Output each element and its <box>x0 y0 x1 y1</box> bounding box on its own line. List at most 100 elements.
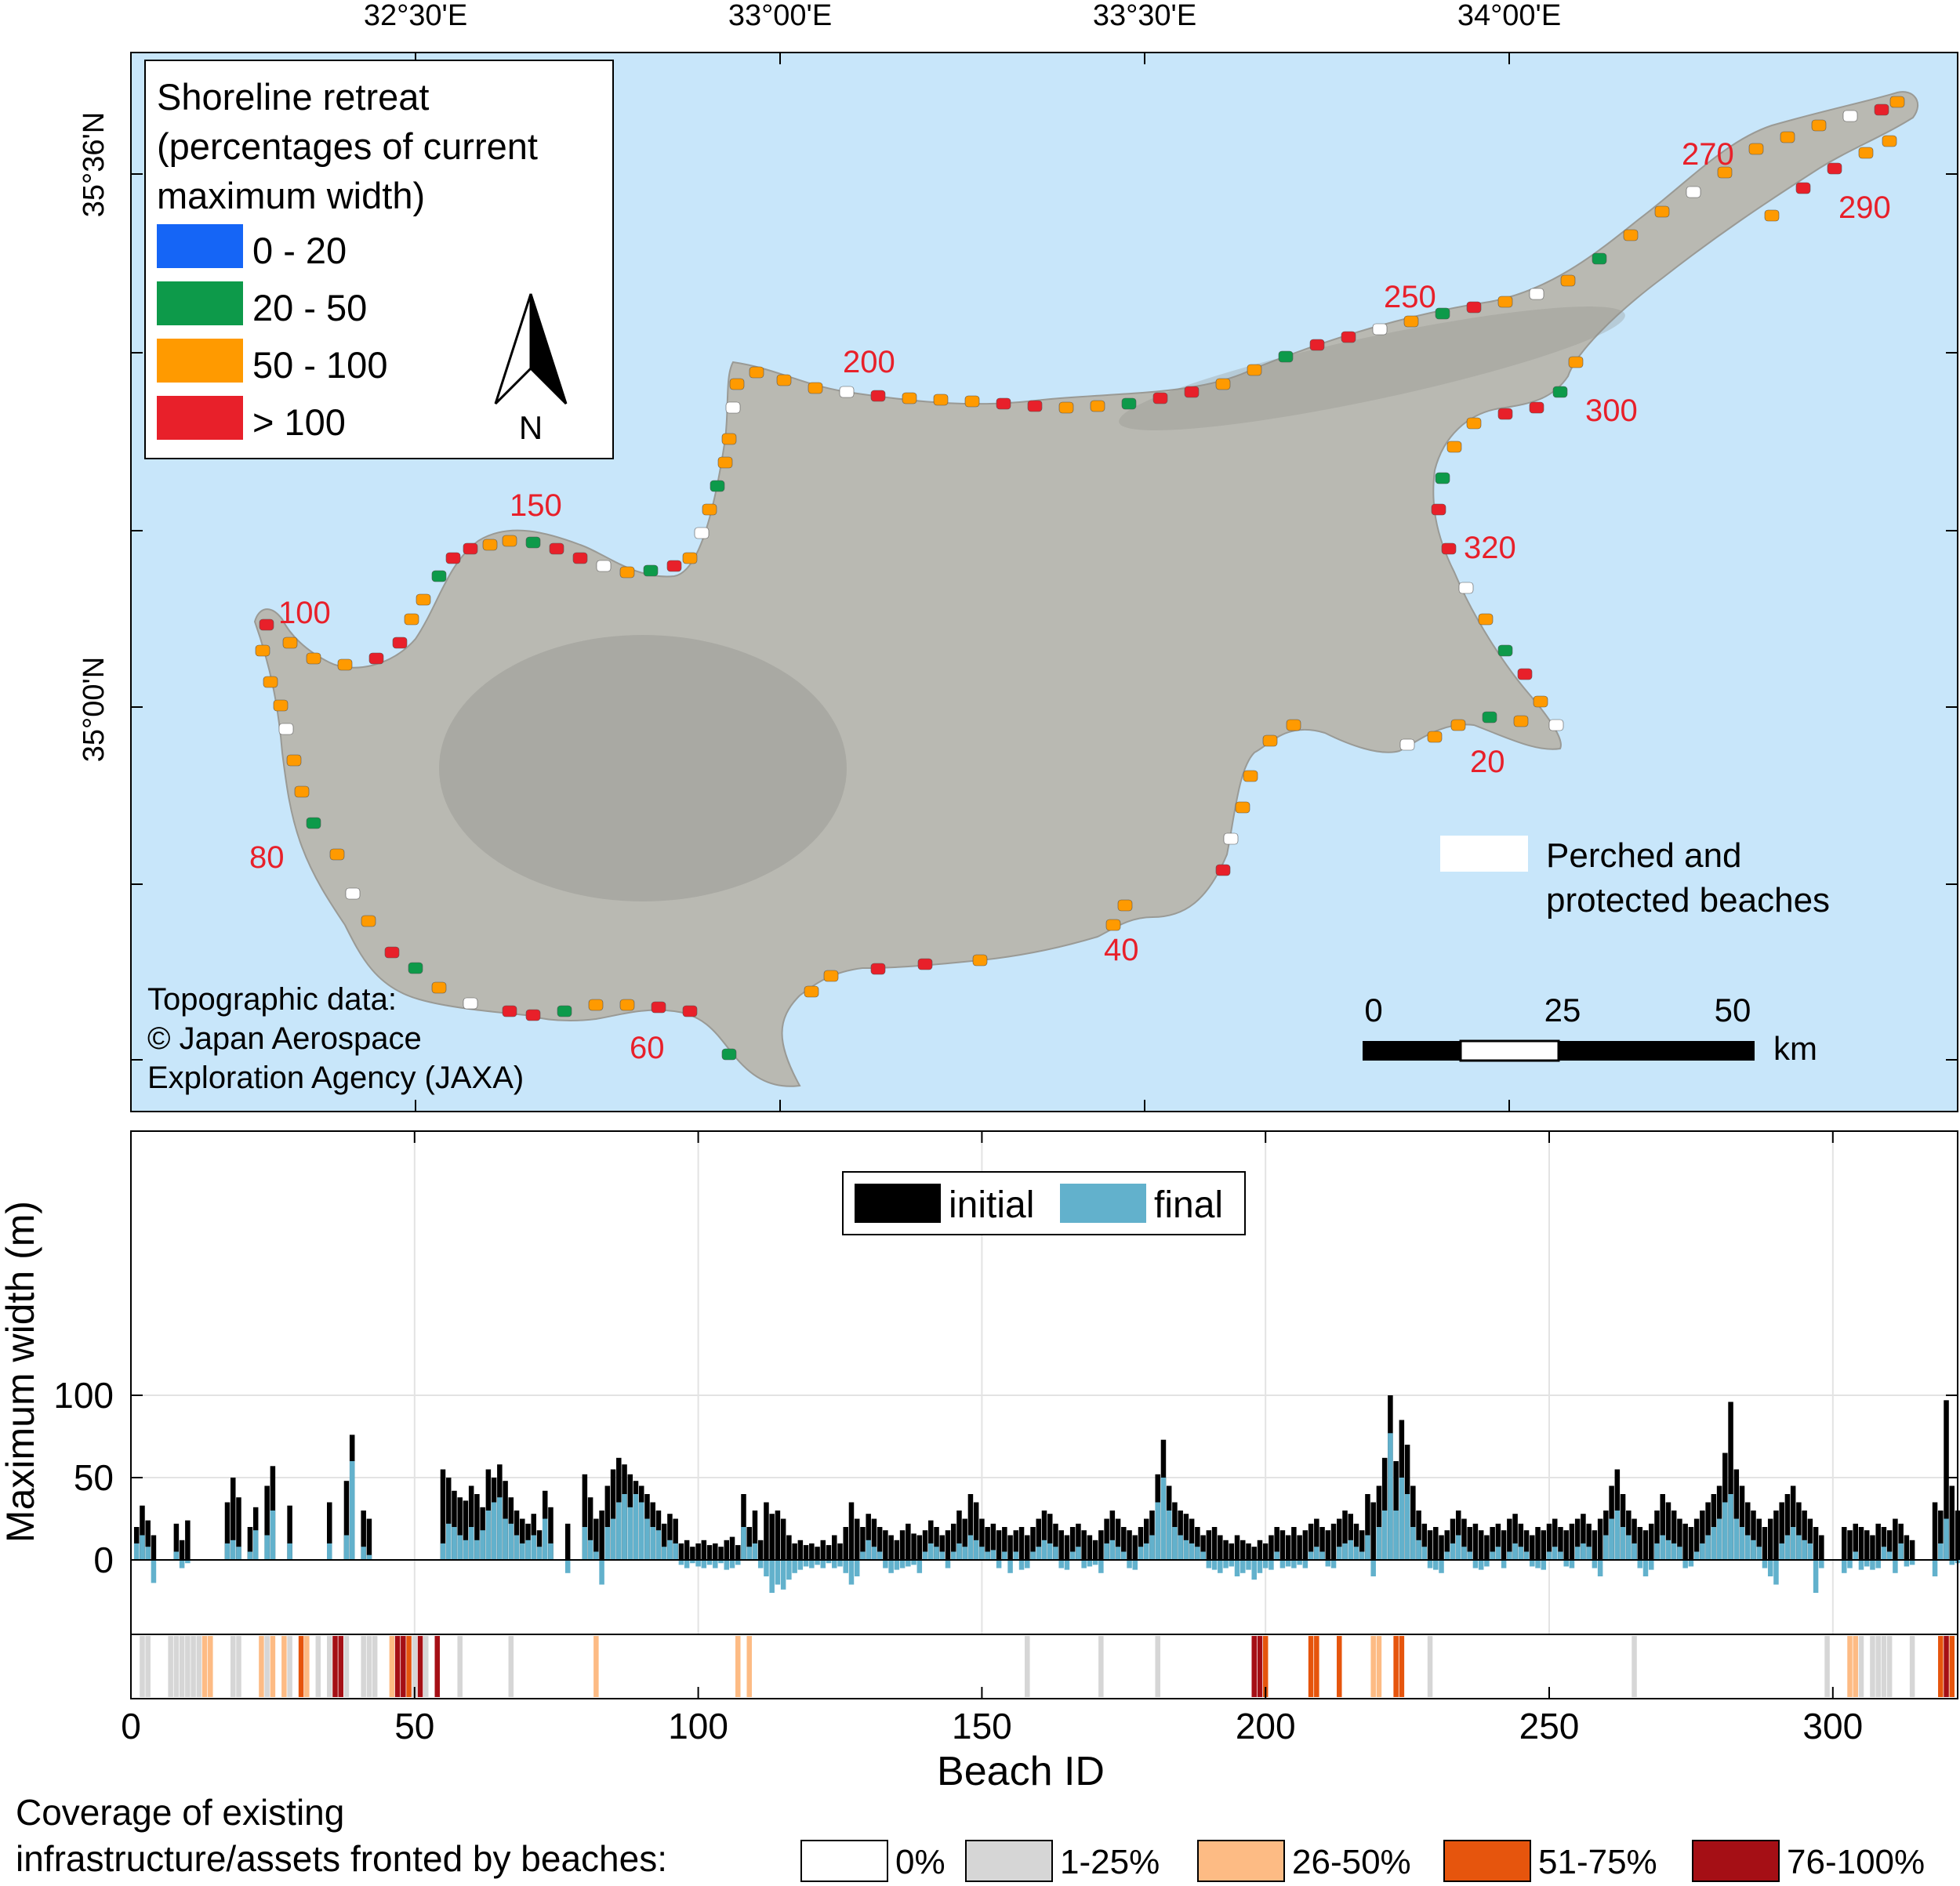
coast-marker <box>502 1005 517 1017</box>
bar-final-206 <box>1297 1560 1302 1565</box>
coverage-bar-208 <box>1308 1636 1314 1697</box>
x-tick-label-100: 100 <box>668 1706 728 1746</box>
lon-label-3230: 32°30'E <box>364 0 467 32</box>
bar-initial-251 <box>1552 1518 1558 1560</box>
bar-final-39 <box>349 1461 355 1560</box>
bar-final-269 <box>1654 1543 1660 1560</box>
perched-label-1: Perched and <box>1546 836 1742 875</box>
bar-final-246 <box>1523 1551 1530 1560</box>
bar-initial-199 <box>1257 1540 1263 1560</box>
bar-initial-318 <box>1932 1502 1938 1560</box>
coast-marker <box>666 560 682 572</box>
bar-initial-135 <box>894 1540 900 1560</box>
x-tick-label-150: 150 <box>952 1706 1012 1746</box>
bar-initial-221 <box>1381 1457 1388 1560</box>
legend-label-final: final <box>1154 1184 1223 1226</box>
coast-marker <box>1058 401 1074 414</box>
bar-initial-283 <box>1733 1469 1740 1560</box>
coverage-legend-title-1: Coverage of existing <box>16 1792 344 1833</box>
coverage-bar-51 <box>417 1636 423 1697</box>
bar-final-271 <box>1665 1540 1671 1560</box>
coast-marker <box>549 542 564 555</box>
coast-marker <box>933 394 949 406</box>
bar-initial-156 <box>1013 1530 1019 1560</box>
coast-marker <box>1431 503 1446 516</box>
bar-initial-174 <box>1115 1518 1121 1560</box>
coverage-bar-46 <box>389 1636 395 1697</box>
bar-initial-133 <box>883 1530 888 1560</box>
bar-initial-9 <box>179 1540 185 1560</box>
bar-final-172 <box>1104 1543 1109 1560</box>
retreat-label-over-100: > 100 <box>252 401 346 443</box>
bar-final-233 <box>1450 1543 1456 1560</box>
bar-initial-132 <box>877 1527 883 1560</box>
coast-marker <box>1529 401 1544 414</box>
bar-final-258 <box>1592 1560 1598 1569</box>
bar-final-86 <box>616 1502 622 1560</box>
x-tick-label-250: 250 <box>1519 1706 1580 1746</box>
bar-initial-198 <box>1251 1547 1257 1560</box>
bar-final-214 <box>1342 1543 1348 1560</box>
bar-final-224 <box>1399 1478 1405 1560</box>
bar-final-153 <box>996 1560 1002 1569</box>
bar-final-282 <box>1728 1494 1733 1560</box>
bar-initial-238 <box>1478 1530 1484 1560</box>
bar-final-151 <box>985 1551 990 1560</box>
bar-final-97 <box>678 1560 684 1565</box>
bar-final-129 <box>860 1551 866 1560</box>
bar-initial-123 <box>826 1545 832 1560</box>
bar-final-115 <box>780 1560 786 1590</box>
bar-initial-125 <box>837 1543 843 1560</box>
bar-initial-197 <box>1246 1543 1251 1560</box>
bar-final-166 <box>1069 1551 1076 1560</box>
bar-final-113 <box>769 1560 775 1593</box>
coast-marker <box>1184 386 1200 398</box>
coverage-bar-27 <box>281 1636 287 1697</box>
coast-marker <box>1090 400 1105 412</box>
bar-final-80 <box>582 1527 588 1560</box>
bar-initial-129 <box>860 1527 866 1560</box>
bar-initial-208 <box>1308 1523 1314 1560</box>
bar-final-243 <box>1507 1551 1512 1560</box>
coast-marker <box>1560 274 1576 287</box>
x-tick-label-50: 50 <box>394 1706 434 1746</box>
bar-final-237 <box>1472 1560 1479 1569</box>
bar-final-4 <box>151 1560 157 1583</box>
bar-final-124 <box>832 1560 837 1569</box>
bar-final-111 <box>757 1560 764 1569</box>
bar-final-227 <box>1416 1540 1421 1560</box>
coverage-bar-47 <box>394 1636 401 1697</box>
bar-initial-212 <box>1330 1523 1337 1560</box>
coast-marker <box>1105 919 1121 931</box>
bar-initial-138 <box>911 1533 916 1560</box>
coverage-bar-308 <box>1875 1636 1881 1697</box>
bar-final-139 <box>916 1560 923 1573</box>
bar-initial-3 <box>145 1520 151 1560</box>
bar-final-64 <box>491 1502 497 1560</box>
bar-final-62 <box>480 1530 485 1560</box>
coast-marker <box>306 817 321 829</box>
bar-initial-157 <box>1018 1527 1025 1560</box>
coast-marker <box>702 503 717 516</box>
coverage-label-4: 76-100% <box>1787 1843 1925 1881</box>
bar-initial-191 <box>1211 1527 1218 1560</box>
bar-final-67 <box>508 1523 514 1560</box>
bar-final-98 <box>684 1560 690 1569</box>
bar-initial-269 <box>1654 1511 1660 1560</box>
bar-final-101 <box>701 1560 707 1569</box>
scale-unit: km <box>1773 1030 1817 1067</box>
bar-final-256 <box>1581 1543 1586 1560</box>
bar-final-61 <box>474 1540 480 1560</box>
bar-initial-56 <box>445 1478 452 1560</box>
bar-final-128 <box>854 1560 860 1576</box>
lon-label-3300: 33°00'E <box>728 0 832 32</box>
bar-initial-143 <box>939 1535 946 1560</box>
coast-marker <box>1399 738 1415 751</box>
coverage-legend-title-2: infrastructure/assets fronted by beaches… <box>16 1838 667 1879</box>
coverage-bar-50 <box>412 1636 418 1697</box>
bar-final-303 <box>1847 1560 1853 1569</box>
bar-initial-171 <box>1098 1530 1104 1560</box>
coverage-bar-219 <box>1370 1636 1376 1697</box>
bar-initial-114 <box>775 1511 781 1560</box>
